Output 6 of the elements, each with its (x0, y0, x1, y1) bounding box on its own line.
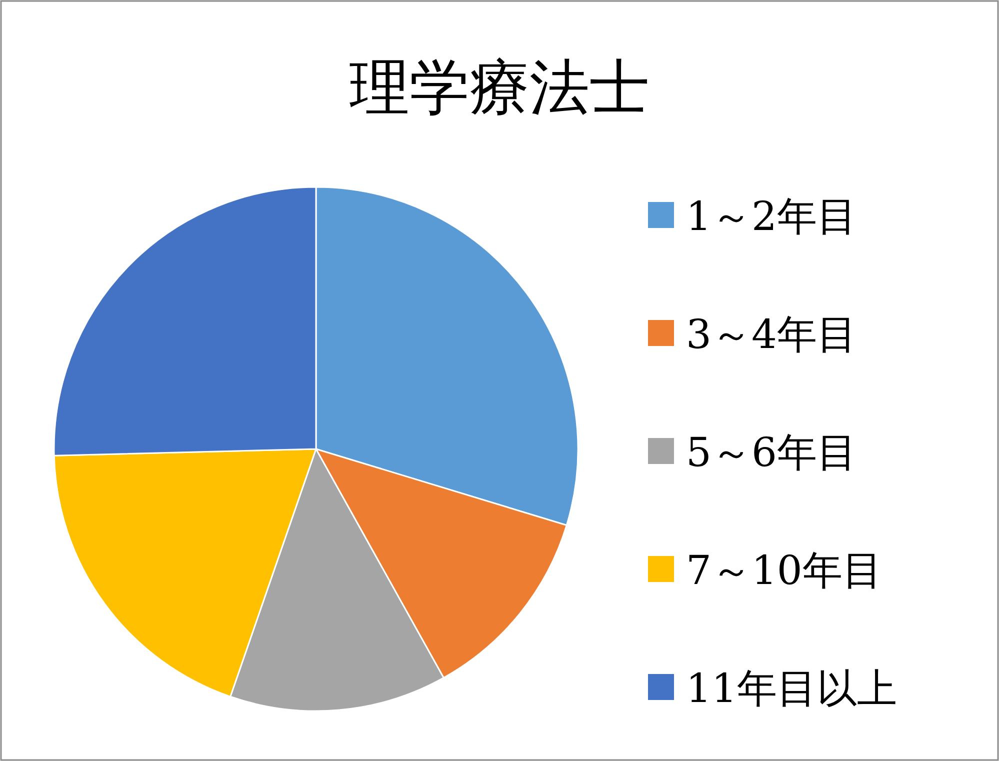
legend-label: 5～6年目 (686, 430, 857, 476)
legend-label: 11年目以上 (686, 666, 897, 712)
chart-title: 理学療法士 (350, 53, 650, 123)
legend-label: 1～2年目 (686, 194, 857, 240)
legend-label: 3～4年目 (686, 312, 857, 358)
legend-label: 7～10年目 (686, 548, 882, 594)
